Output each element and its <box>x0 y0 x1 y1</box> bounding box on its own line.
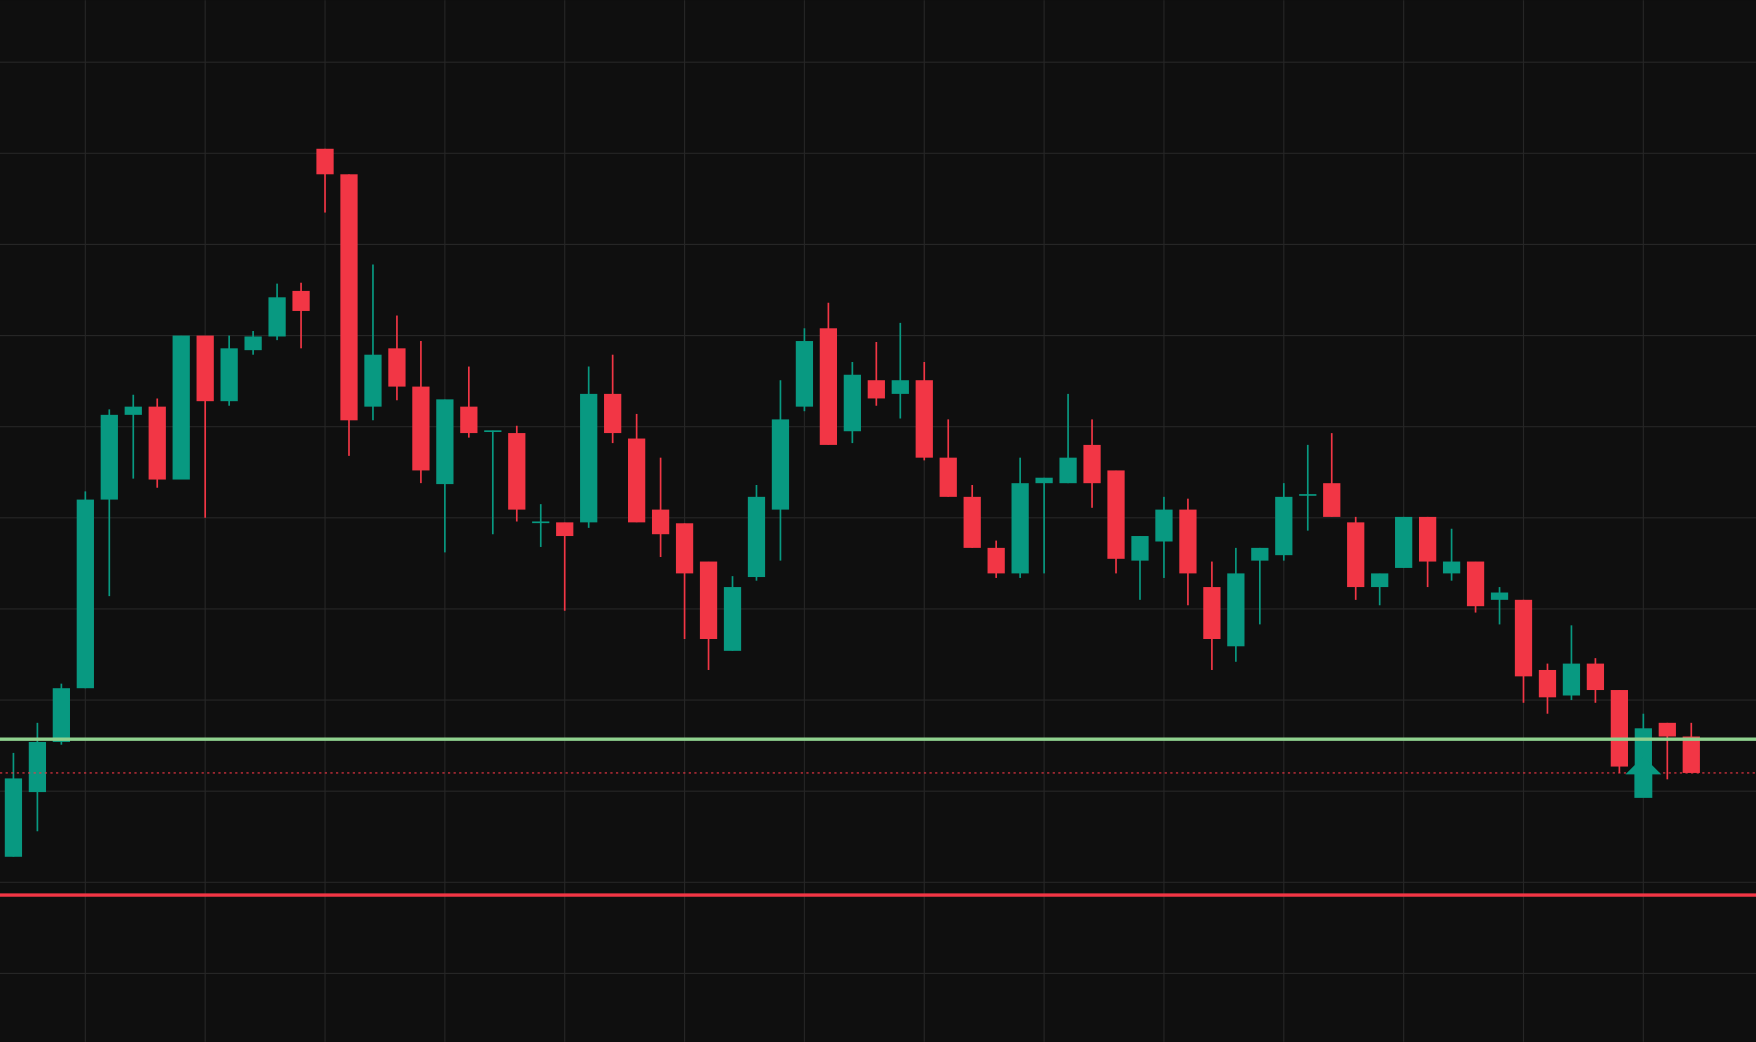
candle-body <box>1371 573 1389 588</box>
candle-body <box>1131 536 1149 561</box>
candle-body <box>532 521 550 524</box>
candle-body <box>1227 573 1245 647</box>
candle-body <box>795 341 814 407</box>
candle-body <box>1562 663 1581 696</box>
candle-body <box>1682 736 1700 773</box>
candle-body <box>4 778 23 857</box>
candle-body <box>388 348 406 387</box>
candle-body <box>484 430 502 433</box>
candle-body <box>963 496 981 548</box>
candle-body <box>1203 587 1221 640</box>
candle-body <box>1179 509 1197 574</box>
candle-body <box>1586 663 1605 691</box>
candle-body <box>1299 494 1317 496</box>
candle-body <box>340 174 358 421</box>
candle-body <box>268 297 286 337</box>
candle-body <box>436 399 454 485</box>
candle-body <box>1251 547 1269 561</box>
candle-body <box>1059 457 1077 484</box>
candle-body <box>723 587 742 651</box>
candle-body <box>196 335 214 402</box>
candle-body <box>364 354 382 407</box>
candle-body <box>627 438 646 523</box>
candle-body <box>1514 599 1533 677</box>
candle-body <box>148 406 166 480</box>
candle-body <box>1466 561 1485 607</box>
candle-body <box>1323 483 1341 517</box>
candle-body <box>771 419 790 510</box>
candle-body <box>460 406 478 434</box>
candle-body <box>891 380 909 394</box>
candle-body <box>915 380 933 458</box>
candle-body <box>747 496 766 578</box>
candle-body <box>1347 522 1365 588</box>
candle-body <box>604 393 622 434</box>
candle-body <box>412 386 430 471</box>
candle-body <box>1155 509 1173 542</box>
candle-body <box>1395 516 1413 568</box>
candle-body <box>1418 516 1437 562</box>
candle-body <box>76 499 94 689</box>
candle-body <box>124 406 142 415</box>
candle-body <box>1658 722 1676 737</box>
candle-body <box>1275 496 1293 556</box>
candle-body <box>172 335 190 480</box>
candle-body <box>580 393 598 523</box>
candle-body <box>1610 690 1629 767</box>
candle-body <box>1035 477 1053 484</box>
candle-body <box>292 290 310 311</box>
candle-body <box>987 547 1005 574</box>
candle-body <box>220 348 238 402</box>
candle-body <box>100 414 118 500</box>
candle-body <box>1083 444 1101 484</box>
candle-body <box>819 328 838 445</box>
candle-body <box>675 523 694 574</box>
candle-body <box>1538 669 1557 698</box>
candle-body <box>556 522 574 537</box>
candle-body <box>52 688 70 742</box>
candle-body <box>699 561 718 640</box>
candle-body <box>508 433 526 510</box>
candle-body <box>1442 561 1461 574</box>
candle-body <box>244 336 262 351</box>
candle-body <box>1011 483 1029 574</box>
candle-body <box>1490 592 1509 600</box>
candle-body <box>1107 470 1125 559</box>
signal-arrow-up <box>1625 756 1662 798</box>
candle-body <box>316 148 334 175</box>
candle-body <box>867 380 885 399</box>
candle-body <box>843 374 861 432</box>
candle-body <box>28 741 47 793</box>
candle-body <box>651 509 670 535</box>
candle-body <box>939 457 957 497</box>
